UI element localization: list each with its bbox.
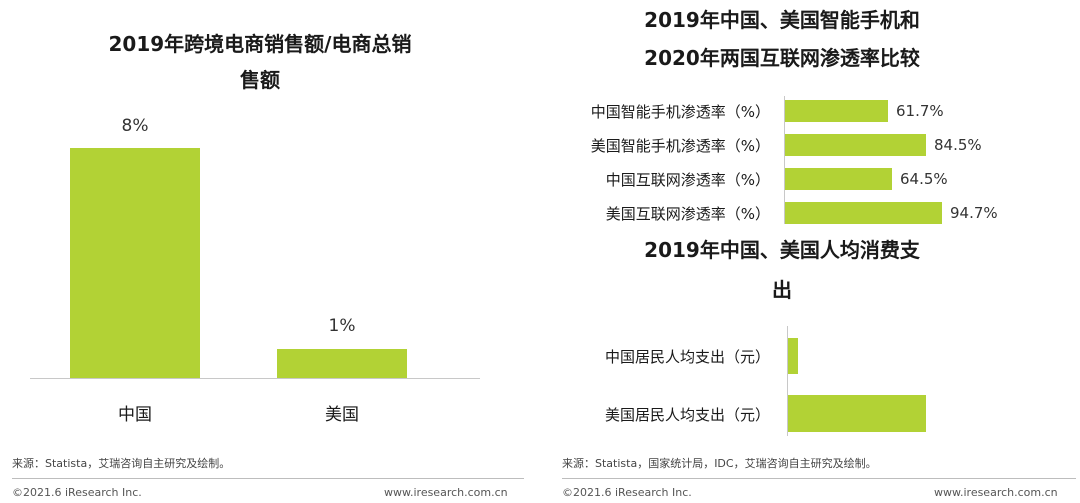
right-bottom-title-line1: 2019年中国、美国人均消费支 [644,238,920,262]
hbar-us-smartphone [785,134,926,156]
right-top-title-line2: 2020年两国互联网渗透率比较 [644,46,920,70]
hbar-category-label: 美国居民人均支出（元） [604,406,770,424]
left-website: www.iresearch.com.cn [384,486,508,499]
hbar-us-internet [785,202,942,224]
hbar-value-label: 94.7% [950,204,998,222]
hbar-china-per-capita-spending [788,338,798,374]
hbar-value-label: 61.7% [896,102,944,120]
left-chart-title-line1: 2019年跨境电商销售额/电商总销 [108,32,412,56]
left-source-note: 来源：Statista，艾瑞咨询自主研究及绘制。 [12,457,231,470]
hbar-value-label: 84.5% [934,136,982,154]
hbar-category-label: 中国居民人均支出（元） [604,348,770,366]
hbar-china-smartphone [785,100,888,122]
right-top-y-axis [784,96,785,224]
hbar-category-label: 中国互联网渗透率（%） [605,171,770,189]
left-chart-title-line2: 售额 [240,68,280,92]
bar-value-label: 8% [121,116,149,136]
left-chart-x-axis [30,378,480,379]
right-bottom-y-axis [787,326,788,436]
left-footer-rule [12,478,524,479]
right-website: www.iresearch.com.cn [934,486,1058,499]
right-footer-rule [562,478,1076,479]
bar-us-cross-border [277,349,407,378]
hbar-category-label: 中国智能手机渗透率（%） [590,103,770,121]
right-copyright: ©2021.6 iResearch Inc. [562,486,692,499]
right-source-note: 来源：Statista，国家统计局，IDC，艾瑞咨询自主研究及绘制。 [562,457,877,470]
right-bottom-title-line2: 出 [772,278,792,302]
hbar-value-label: 64.5% [900,170,948,188]
hbar-us-per-capita-spending [788,395,926,432]
hbar-category-label: 美国智能手机渗透率（%） [590,137,770,155]
bar-value-label: 1% [328,316,356,336]
category-label: 美国 [325,405,359,425]
left-copyright: ©2021.6 iResearch Inc. [12,486,142,499]
hbar-china-internet [785,168,892,190]
bar-china-cross-border [70,148,200,378]
category-label: 中国 [118,405,152,425]
right-top-title-line1: 2019年中国、美国智能手机和 [644,8,920,32]
hbar-category-label: 美国互联网渗透率（%） [605,205,770,223]
